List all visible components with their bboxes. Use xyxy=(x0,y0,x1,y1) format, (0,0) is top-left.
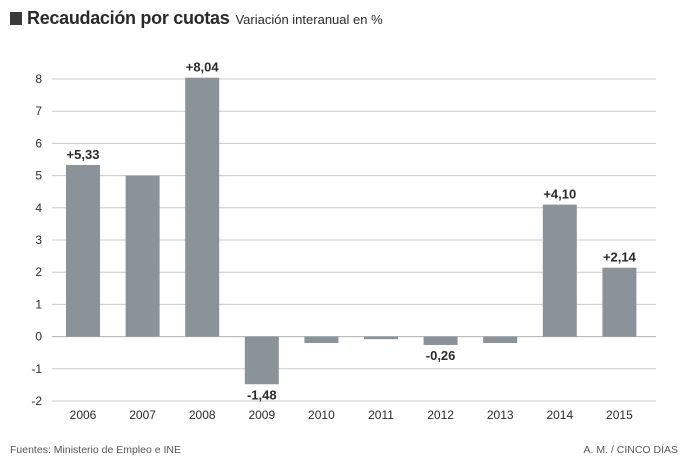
bar-2006 xyxy=(66,164,100,337)
bar-2008 xyxy=(185,77,220,337)
bar-2015 xyxy=(602,267,637,337)
x-tick-label: 2013 xyxy=(487,408,514,422)
y-tick-label: 7 xyxy=(35,104,42,118)
y-tick-label: 8 xyxy=(35,72,42,86)
x-tick-label: 2006 xyxy=(70,408,97,422)
x-tick-label: 2010 xyxy=(308,408,335,422)
bar-2012 xyxy=(423,336,458,345)
y-tick-label: 5 xyxy=(35,169,42,183)
source-note: Fuentes: Ministerio de Empleo e INE xyxy=(10,444,181,456)
bar-2014 xyxy=(542,204,577,337)
x-tick-label: 2012 xyxy=(427,408,454,422)
data-label: -0,26 xyxy=(426,348,456,363)
x-tick-label: 2007 xyxy=(129,408,156,422)
data-label: +4,10 xyxy=(543,187,576,202)
y-tick-label: 1 xyxy=(35,297,42,311)
credit-note: A. M. / CINCO DÍAS xyxy=(583,444,678,456)
data-label: +8,04 xyxy=(186,60,220,75)
y-tick-label: 3 xyxy=(35,233,42,247)
data-label: +2,14 xyxy=(603,250,637,265)
chart-title: Recaudación por cuotas xyxy=(27,8,230,28)
y-tick-label: 6 xyxy=(35,136,42,150)
y-tick-label: -1 xyxy=(31,362,42,376)
bar-2013 xyxy=(483,336,518,344)
bar-2011 xyxy=(364,336,398,340)
x-tick-label: 2009 xyxy=(248,408,275,422)
x-tick-label: 2008 xyxy=(189,408,216,422)
y-tick-label: -2 xyxy=(31,394,42,408)
title-square-icon xyxy=(10,12,22,25)
data-label: -1,48 xyxy=(247,387,277,402)
x-tick-label: 2014 xyxy=(546,408,573,422)
x-tick-label: 2015 xyxy=(606,408,633,422)
chart-subtitle: Variación interanual en % xyxy=(235,12,383,27)
data-label: +5,33 xyxy=(67,147,100,162)
bar-chart: -2 -1 0 1 2 3 4 5 6 7 8 2006 +5,33 2007 2008 +8,04 2009 -… xyxy=(31,60,656,422)
y-tick-label: 4 xyxy=(35,201,42,215)
y-tick-label: 0 xyxy=(35,330,42,344)
chart-header: Recaudación por cuotas Variación interan… xyxy=(10,8,383,29)
bar-2009 xyxy=(244,336,279,385)
bar-2007 xyxy=(125,175,160,337)
bar-2010 xyxy=(304,336,339,344)
x-tick-label: 2011 xyxy=(368,408,394,422)
y-tick-label: 2 xyxy=(35,265,42,279)
